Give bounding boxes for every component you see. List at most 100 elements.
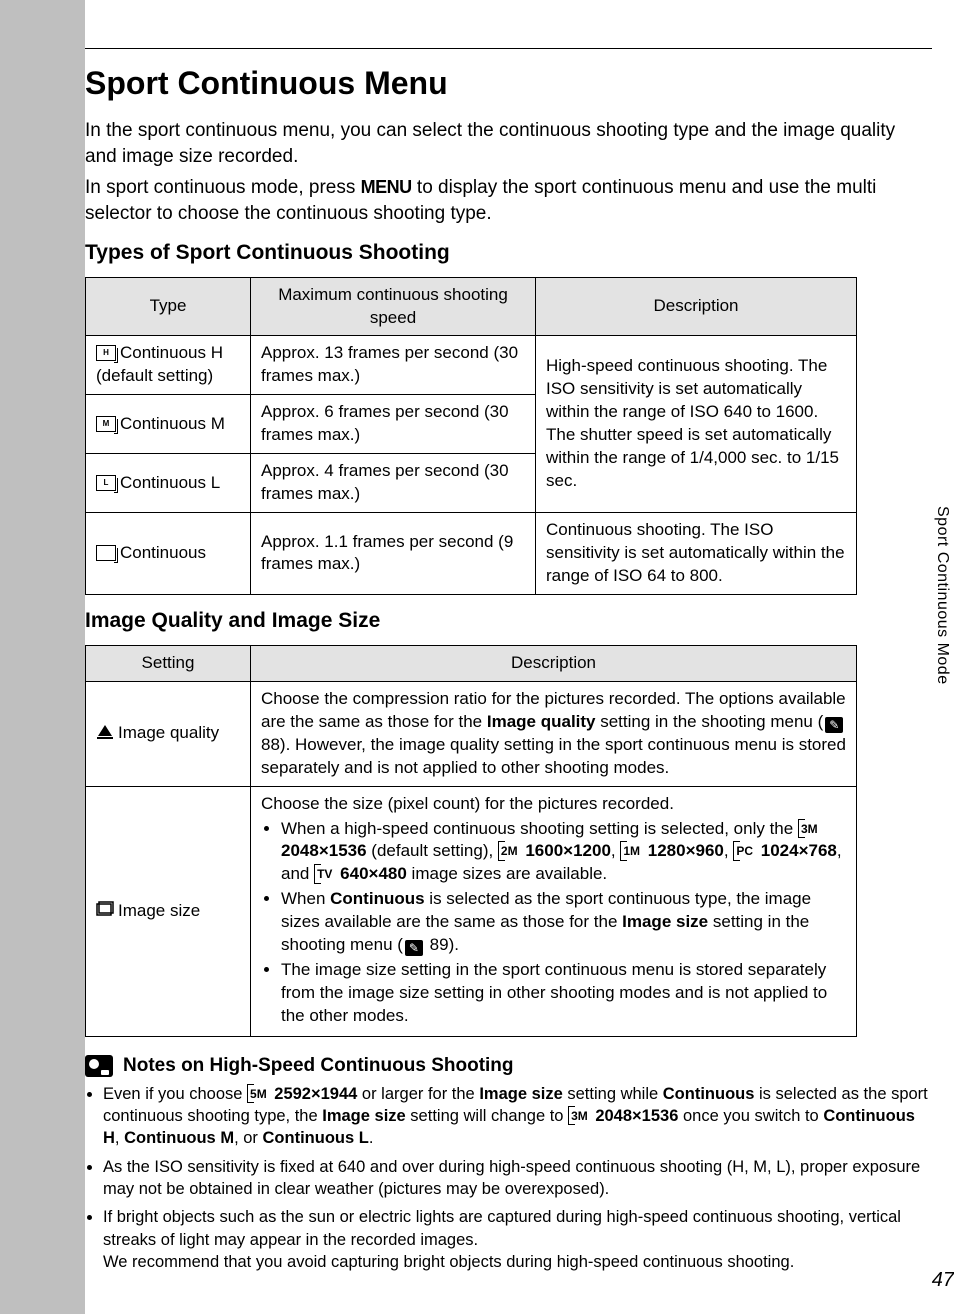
txt: Even if you choose (103, 1085, 247, 1103)
list-item: If bright objects such as the sun or ele… (103, 1206, 932, 1273)
subhead-types: Types of Sport Continuous Shooting (85, 241, 932, 265)
list-item: Even if you choose 5M 2592×1944 or large… (103, 1083, 932, 1150)
th-speed: Maximum continuous shooting speed (251, 277, 536, 336)
txt: ). However, the image quality setting in… (261, 735, 846, 777)
size-badge-3m: 3M (568, 1108, 589, 1124)
bold: Image size (622, 912, 708, 931)
image-size-icon (96, 900, 114, 918)
type-cell: Continuous (86, 513, 251, 595)
txt: When (281, 889, 330, 908)
desc-c: Continuous shooting. The ISO sensitivity… (536, 513, 857, 595)
bold: 2048×1536 (281, 841, 367, 860)
bold: Continuous (663, 1085, 755, 1103)
th-desc: Description (536, 277, 857, 336)
size-badge-pc: PC (733, 843, 754, 859)
setting-cell: Image size (86, 786, 251, 1036)
table-row: Continuous Approx. 1.1 frames per second… (86, 513, 857, 595)
notes-list: Even if you choose 5M 2592×1944 or large… (85, 1083, 932, 1279)
notes-heading: Notes on High-Speed Continuous Shooting (85, 1055, 932, 1077)
continuous-icon (96, 545, 116, 561)
txt: image sizes are available. (407, 864, 607, 883)
page-title: Sport Continuous Menu (85, 65, 932, 102)
th-type: Type (86, 277, 251, 336)
size-badge-2m: 2M (498, 843, 519, 859)
content-area: Sport Continuous Menu In the sport conti… (85, 0, 954, 1314)
speed-cell: Approx. 4 frames per second (30 frames m… (251, 454, 536, 513)
bold: 2592×1944 (274, 1085, 357, 1103)
speed-cell: Approx. 13 frames per second (30 frames … (251, 336, 536, 395)
table-row: Image size Choose the size (pixel count)… (86, 786, 857, 1036)
txt: setting while (563, 1085, 663, 1103)
continuous-m-icon: M (96, 416, 116, 432)
txt: Choose the size (pixel count) for the pi… (261, 793, 846, 816)
setting-label: Image quality (118, 723, 219, 742)
list-item: As the ISO sensitivity is fixed at 640 a… (103, 1156, 932, 1201)
speed-cell: Approx. 1.1 frames per second (9 frames … (251, 513, 536, 595)
page: Sport Continuous Menu In the sport conti… (0, 0, 954, 1314)
table-header-row: Setting Description (86, 645, 857, 681)
txt: (default setting), (367, 841, 498, 860)
txt: , or (234, 1129, 262, 1147)
top-rule (85, 48, 932, 49)
table-types: Type Maximum continuous shooting speed D… (85, 277, 857, 595)
bold: Image size (479, 1085, 562, 1103)
txt: When a high-speed continuous shooting se… (281, 819, 798, 838)
continuous-h-icon: H (96, 345, 116, 361)
list-item: When a high-speed continuous shooting se… (281, 818, 846, 887)
notes-icon (85, 1055, 113, 1077)
setting-label: Image size (118, 901, 200, 920)
type-cell: MContinuous M (86, 395, 251, 454)
type-label: Continuous L (120, 473, 220, 492)
txt: setting in the shooting menu ( (596, 712, 824, 731)
txt: . (369, 1129, 374, 1147)
size-badge-3m: 3M (798, 821, 819, 837)
type-cell: HContinuous H (default setting) (86, 336, 251, 395)
bold: Continuous (330, 889, 424, 908)
ref-page: 88 (261, 735, 280, 754)
type-label: Continuous M (120, 414, 225, 433)
size-badge-tv: TV (314, 866, 333, 882)
table-header-row: Type Maximum continuous shooting speed D… (86, 277, 857, 336)
bold: Image size (322, 1107, 405, 1125)
table-quality: Setting Description Image quality Choose… (85, 645, 857, 1037)
table-row: Image quality Choose the compression rat… (86, 681, 857, 786)
bold: Continuous M (124, 1129, 234, 1147)
th-setting: Setting (86, 645, 251, 681)
side-label: Sport Continuous Mode (933, 506, 951, 685)
table-row: HContinuous H (default setting) Approx. … (86, 336, 857, 395)
size-badge-5m: 5M (247, 1086, 268, 1102)
bold: 1280×960 (648, 841, 724, 860)
desc-cell: Choose the compression ratio for the pic… (251, 681, 857, 786)
bold: Image quality (487, 712, 596, 731)
left-margin (0, 0, 85, 1314)
type-cell: LContinuous L (86, 454, 251, 513)
txt: or larger for the (357, 1085, 479, 1103)
image-quality-icon (96, 722, 114, 740)
speed-cell: Approx. 6 frames per second (30 frames m… (251, 395, 536, 454)
page-number: 47 (932, 1269, 954, 1292)
subhead-quality: Image Quality and Image Size (85, 609, 932, 633)
ref-page: 89 (430, 935, 449, 954)
list-item: The image size setting in the sport cont… (281, 959, 846, 1028)
ref-icon: ✎ (825, 717, 843, 733)
txt: once you switch to (678, 1107, 823, 1125)
txt: setting will change to (406, 1107, 568, 1125)
menu-label: MENU (361, 177, 412, 197)
txt: ). (449, 935, 459, 954)
type-label: Continuous (120, 543, 206, 562)
bold: 2048×1536 (595, 1107, 678, 1125)
bullet-list: When a high-speed continuous shooting se… (261, 818, 846, 1028)
bold: Continuous L (263, 1129, 369, 1147)
continuous-l-icon: L (96, 475, 116, 491)
txt: , (115, 1129, 124, 1147)
setting-cell: Image quality (86, 681, 251, 786)
txt: , (611, 841, 620, 860)
desc-cell: Choose the size (pixel count) for the pi… (251, 786, 857, 1036)
intro2-a: In sport continuous mode, press (85, 177, 361, 198)
th-desc2: Description (251, 645, 857, 681)
notes-title: Notes on High-Speed Continuous Shooting (123, 1055, 514, 1077)
list-item: When Continuous is selected as the sport… (281, 888, 846, 957)
bold: 640×480 (340, 864, 407, 883)
intro-para-2: In sport continuous mode, press MENU to … (85, 175, 932, 226)
bold: 1600×1200 (525, 841, 611, 860)
